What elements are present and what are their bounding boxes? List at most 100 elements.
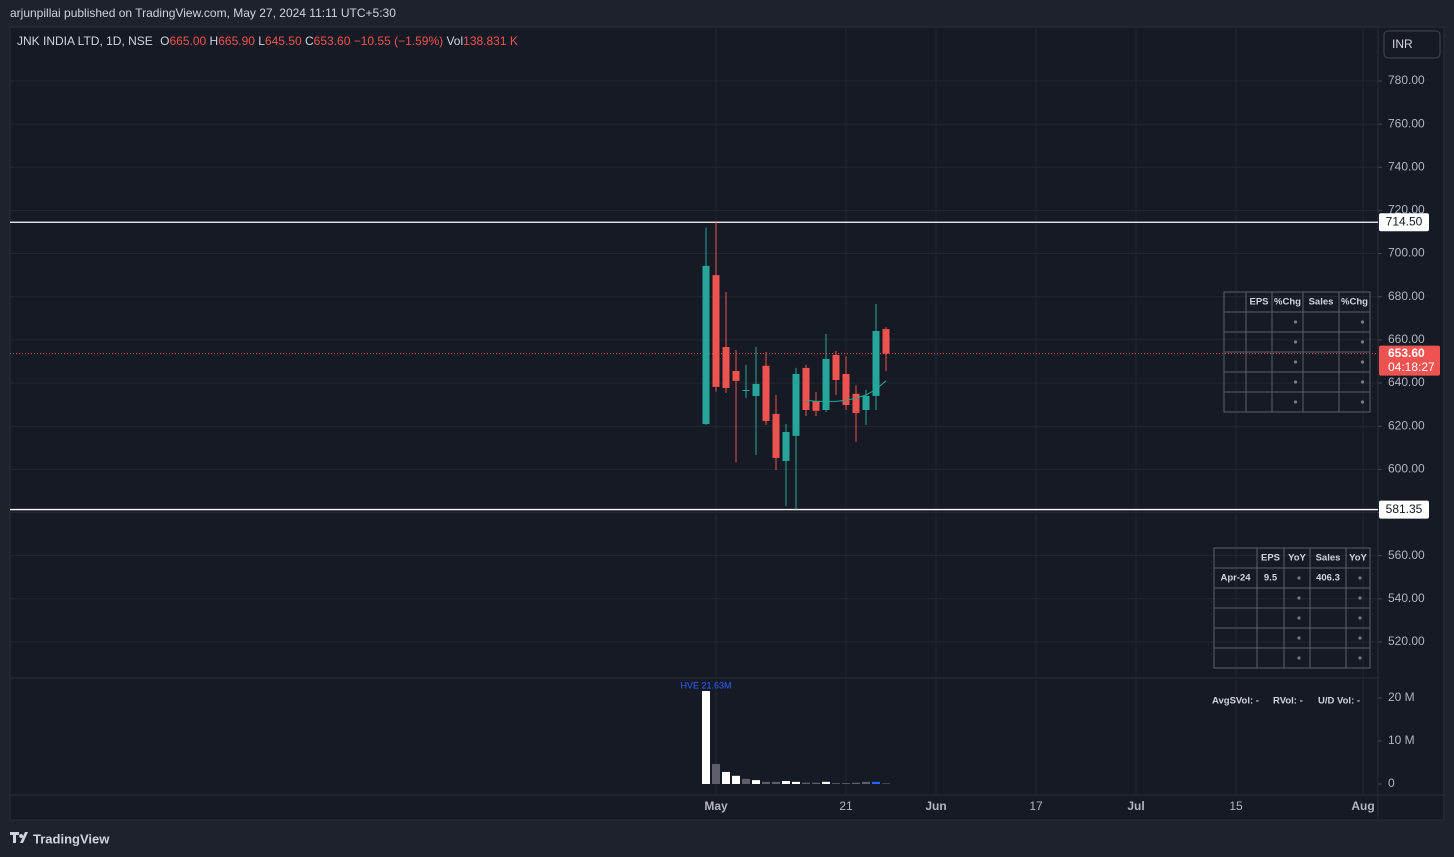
currency-label[interactable]: INR (1392, 37, 1413, 51)
empty-cell-dot (1358, 656, 1362, 660)
empty-cell-dot (1297, 616, 1301, 620)
volume-bar (772, 781, 780, 784)
y-tick-label: 720.00 (1388, 203, 1425, 217)
volume-tick-label: 20 M (1388, 690, 1415, 704)
legend-change: −10.55 (−1.59%) (354, 34, 443, 48)
empty-cell-dot (1358, 616, 1362, 620)
y-tick-label: 520.00 (1388, 634, 1425, 648)
volume-bar (812, 782, 820, 784)
candle-body (802, 367, 810, 411)
empty-cell-dot (1293, 320, 1298, 324)
x-tick-label: 17 (1029, 799, 1043, 813)
publisher-line: arjunpillai published on TradingView.com… (10, 6, 396, 20)
hline-label-box (1379, 500, 1429, 519)
candle-body (872, 331, 880, 396)
empty-cell-dot (1358, 636, 1362, 640)
brand-logo (10, 832, 28, 843)
table-header: %Chg (1274, 297, 1301, 308)
brand-name: TradingView (33, 831, 110, 846)
empty-cell-dot (1360, 380, 1365, 384)
table-cell: Apr-24 (1220, 573, 1251, 584)
legend-value: 665.90 (218, 34, 255, 48)
candle-body (742, 389, 750, 391)
fundamentals-table: EPS YoY Sales YoY Apr-24 9.5 406.3 (1213, 547, 1371, 669)
volume-bar (702, 690, 710, 784)
legend: JNK INDIA LTD, 1D, NSE O665.00 H665.90 L… (17, 34, 518, 48)
y-tick-label: 660.00 (1388, 332, 1425, 346)
volume-stat: AvgSVol: - (1212, 696, 1259, 707)
table-cell: 406.3 (1316, 573, 1340, 584)
volume-bar (742, 778, 750, 784)
empty-cell-dot (1360, 320, 1365, 324)
legend-label: L (258, 34, 265, 48)
volume-bar (752, 780, 760, 784)
y-tick-label: 740.00 (1388, 159, 1425, 173)
empty-cell-dot (1297, 656, 1301, 660)
empty-cell-dot (1293, 340, 1298, 344)
volume-bar (712, 763, 720, 784)
volume-bar (842, 783, 850, 784)
candle-body (852, 393, 860, 414)
empty-cell-dot (1360, 400, 1365, 404)
volume-bar (732, 775, 740, 784)
legend-label: Vol (446, 34, 463, 48)
moving-average (805, 380, 887, 402)
volume-bar (862, 781, 870, 784)
x-tick-label: May (704, 799, 728, 813)
x-tick-label: 21 (839, 799, 853, 813)
table-header: EPS (1249, 297, 1268, 308)
symbol: JNK INDIA LTD, 1D, NSE (17, 34, 153, 48)
candle-body (862, 395, 870, 411)
legend-label: O (160, 34, 169, 48)
x-tick-label: Jul (1127, 799, 1144, 813)
empty-cell-dot (1360, 360, 1365, 364)
legend-value: 653.60 (314, 34, 351, 48)
legend-value: 665.00 (170, 34, 207, 48)
table-header: YoY (1288, 553, 1306, 564)
empty-cell-dot (1358, 576, 1362, 580)
chart-area (9, 26, 1445, 821)
x-tick-label: Jun (925, 799, 946, 813)
hline-label: 581.35 (1386, 502, 1423, 516)
volume-annotation: HVE 21.63M (680, 680, 731, 690)
volume-bar (782, 780, 790, 784)
table-header: %Chg (1341, 297, 1368, 308)
candle-body (812, 400, 820, 411)
y-tick-label: 560.00 (1388, 548, 1425, 562)
y-tick-label: 760.00 (1388, 116, 1425, 130)
y-tick-label: 640.00 (1388, 375, 1425, 389)
countdown-label: 04:18:27 (1388, 360, 1435, 374)
volume-tick-label: 0 (1388, 776, 1395, 790)
candle-body (822, 358, 830, 411)
candle-body (782, 432, 790, 461)
table-header: Sales (1316, 553, 1341, 564)
hline-label-box (1379, 213, 1429, 232)
volume-bar (832, 783, 840, 784)
candle-body (842, 373, 850, 406)
legend-value: 645.50 (265, 34, 302, 48)
legend-value: 138.831 K (463, 34, 518, 48)
volume-bar (722, 771, 730, 784)
y-tick-label: 700.00 (1388, 246, 1425, 260)
candle-body (732, 370, 740, 381)
candle-body (712, 275, 720, 387)
legend-label: C (305, 34, 314, 48)
volume-bar (792, 781, 800, 784)
empty-cell-dot (1293, 380, 1298, 384)
last-price-box (1379, 345, 1440, 376)
candle-body (772, 413, 780, 458)
y-tick-label: 620.00 (1388, 418, 1425, 432)
candle-body (762, 365, 770, 422)
y-tick-label: 600.00 (1388, 462, 1425, 476)
volume-stat: U/D Vol: - (1318, 696, 1360, 707)
currency-button[interactable] (1383, 30, 1441, 59)
empty-cell-dot (1360, 340, 1365, 344)
volume-bar (882, 783, 890, 784)
table-header: EPS (1261, 553, 1280, 564)
y-tick-label: 540.00 (1388, 591, 1425, 605)
volume-bar (822, 781, 830, 784)
volume-tick-label: 10 M (1388, 733, 1415, 747)
empty-cell-dot (1297, 636, 1301, 640)
candle-body (882, 329, 890, 354)
